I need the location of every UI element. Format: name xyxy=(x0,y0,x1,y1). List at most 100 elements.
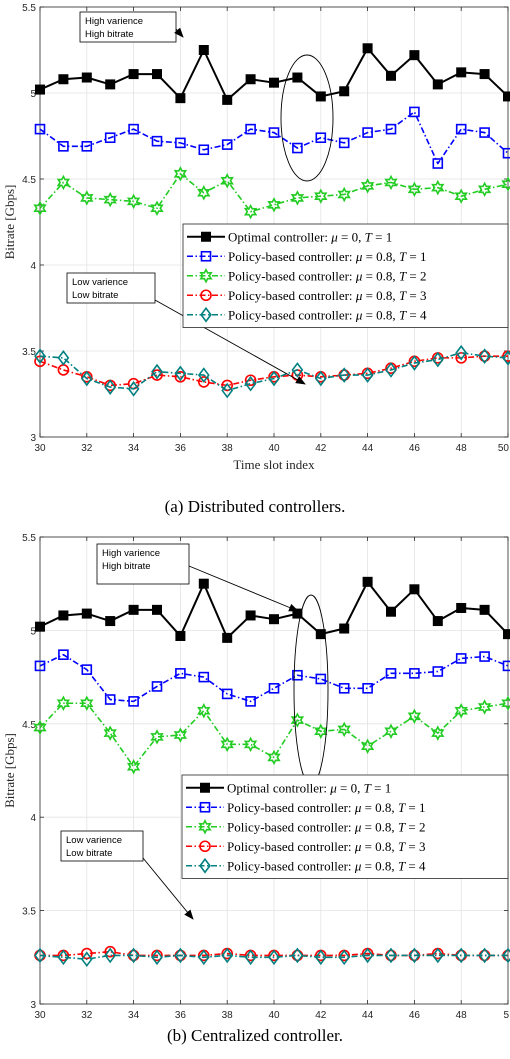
series-2 xyxy=(34,649,510,707)
series-3 xyxy=(33,695,510,775)
data-point-s3-7 xyxy=(197,185,211,201)
x-tick-label: 48 xyxy=(456,1010,468,1020)
legend: Optimal controller: μ = 0, T = 1 Policy-b… xyxy=(182,223,509,328)
data-point-s5-6 xyxy=(174,947,187,964)
legend-label-2: Policy-based controller: μ = 0.8, T = 1 xyxy=(228,249,427,264)
data-point-s1-legend xyxy=(201,231,211,242)
data-point-s2-20 xyxy=(502,660,510,672)
data-point-s3-16 xyxy=(407,708,422,725)
x-tick-label: 30 xyxy=(34,443,46,454)
data-point-s2-14 xyxy=(362,127,373,138)
data-point-s3-17 xyxy=(431,725,445,741)
legend-box xyxy=(182,223,509,328)
data-point-s5-1 xyxy=(57,350,70,366)
data-point-s1-18 xyxy=(456,67,467,78)
data-point-s1-17 xyxy=(432,79,443,90)
data-point-s3-3 xyxy=(103,191,117,208)
x-tick-label: 44 xyxy=(362,1010,374,1020)
annotation-text: High bitrate xyxy=(102,561,151,572)
data-point-s3-20 xyxy=(501,176,510,192)
data-point-s3-1 xyxy=(56,174,71,191)
data-point-s1-14 xyxy=(362,43,373,54)
x-tick-label: 42 xyxy=(315,443,327,454)
data-point-s2-9 xyxy=(245,123,256,135)
data-point-s1-20 xyxy=(503,629,510,640)
data-point-s5-18 xyxy=(455,947,468,964)
data-point-s2-2 xyxy=(81,141,93,152)
data-point-s5-legend xyxy=(199,857,211,874)
data-point-s1-16 xyxy=(409,584,420,595)
y-tick-label: 4 xyxy=(30,813,36,824)
data-point-s3-4 xyxy=(126,193,141,210)
data-point-s5-13 xyxy=(338,949,351,966)
data-point-s1-7 xyxy=(198,45,209,55)
data-point-s2-8 xyxy=(221,688,233,700)
annotation-1: High varience High bitrate xyxy=(96,543,329,786)
y-tick-label: 4.5 xyxy=(22,720,36,731)
data-point-s2-13 xyxy=(338,137,350,149)
series-line-3 xyxy=(39,702,509,768)
data-point-s2-5 xyxy=(151,135,163,147)
data-point-s2-9 xyxy=(245,696,256,707)
legend: Optimal controller: μ = 0, T = 1 Policy-b… xyxy=(181,774,509,879)
data-point-s1-12 xyxy=(315,91,326,102)
data-point-s1-13 xyxy=(339,86,350,97)
series-5 xyxy=(34,344,510,399)
data-point-s1-13 xyxy=(339,623,350,634)
data-point-s3-8 xyxy=(220,736,234,753)
data-point-s5-8 xyxy=(221,947,234,964)
data-point-s5-15 xyxy=(385,362,397,378)
data-point-s1-3 xyxy=(105,616,116,627)
data-point-s3-9 xyxy=(243,203,258,220)
legend-label-5: Policy-based controller: μ = 0.8, T = 4 xyxy=(228,307,427,322)
y-tick-label: 3 xyxy=(30,1000,36,1011)
data-point-s4-legend xyxy=(200,289,212,302)
annotation-arrow xyxy=(154,299,306,385)
data-point-s2-20 xyxy=(502,147,510,159)
data-point-s3-7 xyxy=(197,702,211,719)
data-point-s3-9 xyxy=(243,736,258,753)
series-line-5 xyxy=(39,954,508,960)
data-point-s3-11 xyxy=(290,190,305,206)
data-point-s1-5 xyxy=(152,69,162,80)
data-point-s1-8 xyxy=(222,632,233,643)
data-point-s1-10 xyxy=(269,614,279,625)
data-point-s2-3 xyxy=(104,694,116,705)
data-point-s2-4 xyxy=(128,123,139,135)
data-point-s1-11 xyxy=(292,72,303,83)
x-tick-label: 42 xyxy=(315,1010,327,1020)
data-point-s3-14 xyxy=(360,738,375,754)
annotation-2: Low varience Low bitrate xyxy=(60,830,194,920)
data-point-s3-2 xyxy=(80,695,94,711)
data-point-s4-6 xyxy=(174,370,187,383)
data-point-s4-3 xyxy=(104,945,116,958)
data-point-s1-16 xyxy=(409,50,420,61)
data-point-s2-10 xyxy=(268,683,280,694)
data-point-s5-1 xyxy=(57,949,70,966)
data-point-s3-10 xyxy=(267,197,281,213)
data-point-s3-0 xyxy=(33,200,47,216)
legend-box xyxy=(181,774,509,879)
x-tick-label: 36 xyxy=(175,443,187,454)
legend-label-5: Policy-based controller: μ = 0.8, T = 4 xyxy=(227,858,426,873)
data-point-s1-0 xyxy=(35,84,45,95)
data-point-s2-12 xyxy=(315,132,327,144)
annotation-text: Low varience xyxy=(66,835,122,846)
x-tick-label: 50 xyxy=(498,443,510,454)
data-point-s2-3 xyxy=(104,132,116,144)
data-point-s5-14 xyxy=(361,947,374,964)
series-3 xyxy=(33,166,510,220)
x-tick-label: 30 xyxy=(34,1010,46,1020)
x-tick-label: 40 xyxy=(268,1010,280,1020)
data-point-s2-11 xyxy=(292,142,303,154)
data-point-s3-13 xyxy=(337,721,351,738)
data-point-s4-7 xyxy=(198,376,210,388)
data-point-s2-15 xyxy=(385,123,397,135)
annotation-1: High varience High bitrate xyxy=(79,11,334,182)
data-point-s1-15 xyxy=(386,606,396,617)
data-point-s2-8 xyxy=(221,139,233,150)
data-point-s2-10 xyxy=(268,127,280,138)
data-point-s2-4 xyxy=(128,696,139,707)
annotation-arrow xyxy=(142,857,194,920)
